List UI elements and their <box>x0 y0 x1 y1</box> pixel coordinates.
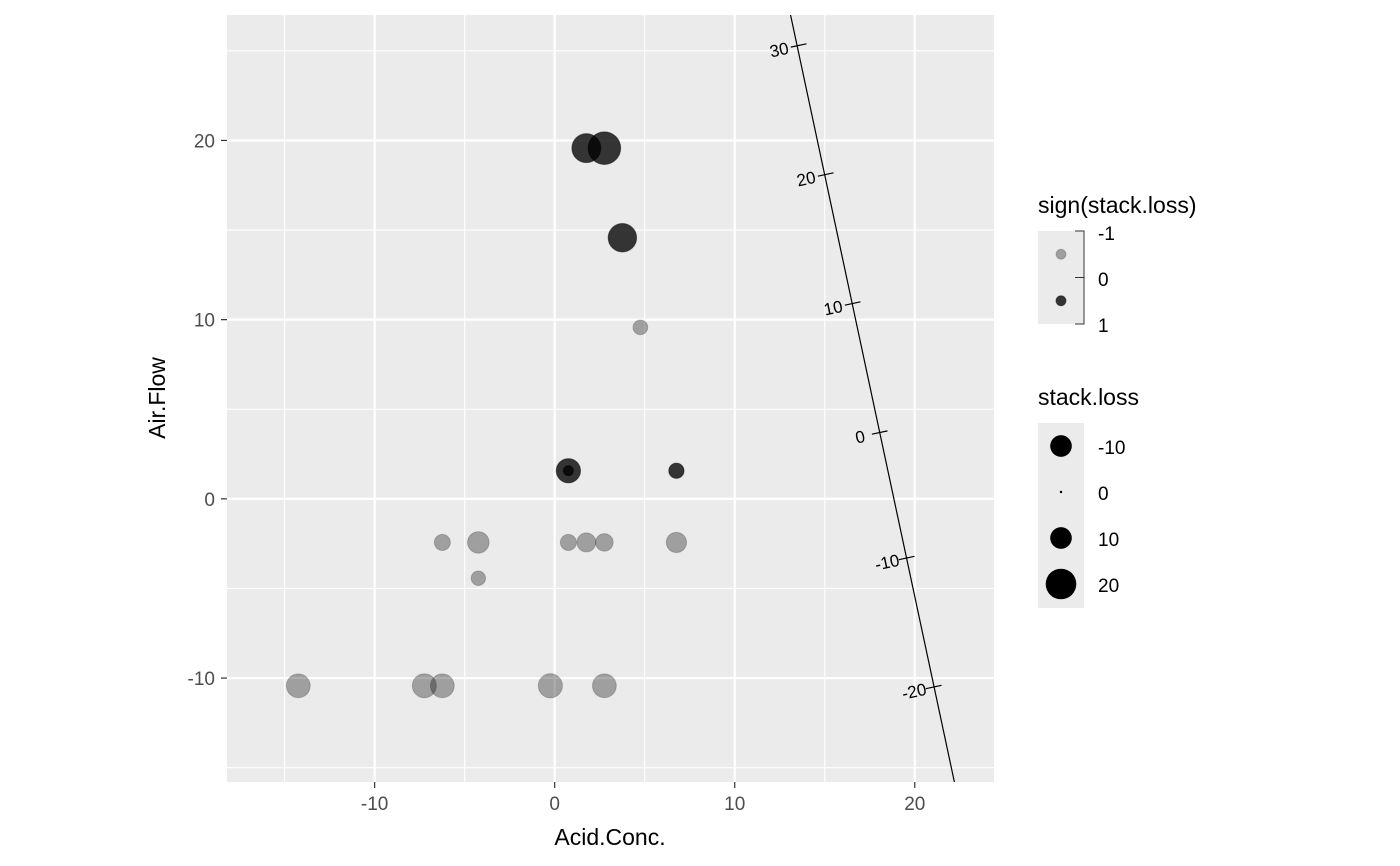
x-axis-title: Acid.Conc. <box>554 824 665 850</box>
legend-size-keys <box>1045 435 1077 600</box>
data-point <box>285 673 311 699</box>
data-point <box>411 673 437 699</box>
y-axis-title: Air.Flow <box>144 357 170 439</box>
data-point <box>429 673 455 699</box>
biplot-tick-label: -10 <box>873 551 901 575</box>
data-points <box>285 131 688 699</box>
biplot-tick-label: -20 <box>900 680 928 704</box>
biplot-axis-line <box>789 14 955 783</box>
x-tick-label: 0 <box>549 794 560 815</box>
biplot-axis: 30 20 10 0 -10 -20 <box>768 14 955 783</box>
legend-size-label: -10 <box>1098 438 1125 459</box>
y-axis: -10 0 10 20 <box>188 131 227 690</box>
biplot-tick-mark <box>844 301 861 306</box>
data-point <box>665 531 688 554</box>
x-tick-label: -10 <box>361 794 388 815</box>
plot-panel <box>227 15 994 782</box>
biplot-tick-mark <box>790 43 807 48</box>
data-point <box>591 673 617 699</box>
biplot-tick-mark <box>817 172 834 177</box>
legend-sign-label: -1 <box>1098 224 1115 245</box>
data-point <box>559 533 577 551</box>
legend-size-key <box>1045 568 1077 600</box>
data-point <box>467 531 490 554</box>
legend-size: stack.loss -10 0 10 20 <box>1038 384 1139 608</box>
legend-sign-keys <box>1055 248 1067 307</box>
x-tick-label: 10 <box>724 794 745 815</box>
data-point <box>470 570 487 586</box>
y-tick-label: -10 <box>188 669 215 690</box>
data-point <box>537 673 563 699</box>
y-tick-label: 0 <box>204 490 215 511</box>
legend-sign: sign(stack.loss) -1 0 1 <box>1038 192 1196 337</box>
legend-sign-colorbar-bracket <box>1075 230 1085 325</box>
biplot-tick-label: 20 <box>795 168 817 191</box>
data-point <box>668 462 685 479</box>
data-point <box>607 223 638 253</box>
legend-size-label: 0 <box>1098 484 1109 505</box>
data-point <box>632 319 649 336</box>
biplot-tick-mark <box>925 684 942 690</box>
legend-size-title: stack.loss <box>1038 384 1139 410</box>
data-point <box>562 465 574 477</box>
y-tick-label: 20 <box>194 131 215 152</box>
legend-sign-key <box>1055 248 1067 260</box>
legend-sign-label: 1 <box>1098 316 1109 337</box>
legend-sign-title: sign(stack.loss) <box>1038 192 1196 218</box>
legend-sign-key <box>1055 295 1067 307</box>
data-point <box>571 133 602 164</box>
biplot-tick-label: 30 <box>768 39 790 62</box>
biplot-tick-mark <box>871 430 888 435</box>
grid-minor <box>227 15 994 782</box>
x-tick-label: 20 <box>904 794 925 815</box>
data-point <box>595 533 614 552</box>
legend-sign-label: 0 <box>1098 270 1109 291</box>
biplot-tick-mark <box>898 555 915 561</box>
x-axis: -10 0 10 20 <box>361 782 925 815</box>
legend-size-label: 10 <box>1098 530 1119 551</box>
biplot-tick-label: 0 <box>854 427 867 448</box>
legend-size-label: 20 <box>1098 576 1119 597</box>
legend-size-key <box>1050 527 1072 549</box>
legend-size-key <box>1059 490 1063 494</box>
y-tick-label: 10 <box>194 311 215 332</box>
biplot-tick-label: 10 <box>822 297 844 320</box>
data-point <box>433 533 451 551</box>
legend-size-key <box>1050 435 1072 457</box>
data-point <box>576 532 597 553</box>
